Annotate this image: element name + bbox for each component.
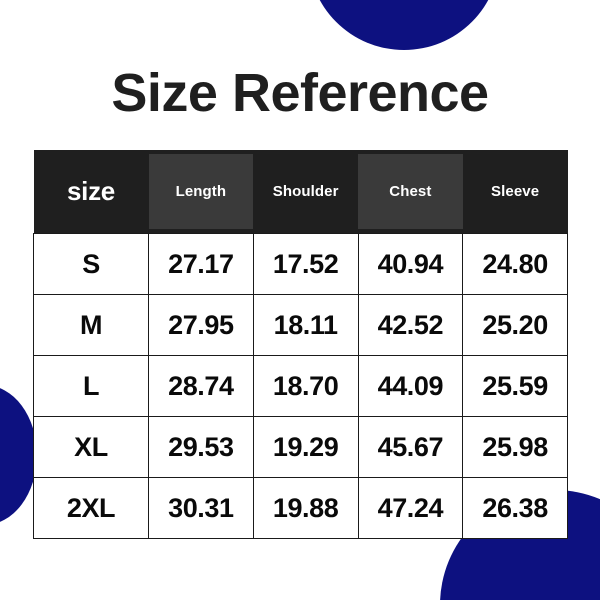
size-table: size Length Shoulder Chest Sleeve (33, 150, 568, 539)
cell-sleeve: 25.20 (462, 294, 568, 356)
cell-chest: 44.09 (357, 355, 464, 417)
column-header-length-label: Length (148, 154, 254, 229)
page-title: Size Reference (111, 63, 489, 123)
cell-size: S (33, 233, 149, 295)
column-header-length: Length (148, 150, 254, 234)
cell-chest: 40.94 (357, 233, 464, 295)
size-reference-table: size Length Shoulder Chest Sleeve (33, 150, 568, 539)
cell-chest: 42.52 (357, 294, 464, 356)
table-row: S 27.17 17.52 40.94 24.80 (33, 233, 568, 295)
cell-length: 27.17 (148, 233, 254, 295)
column-header-size: size (33, 150, 149, 234)
decorative-circle-left (0, 385, 37, 525)
cell-length: 28.74 (148, 355, 254, 417)
cell-sleeve: 24.80 (462, 233, 568, 295)
column-header-shoulder-label: Shoulder (272, 183, 339, 200)
cell-length: 30.31 (148, 477, 254, 539)
decorative-circle-top (308, 0, 500, 50)
cell-sleeve: 25.98 (462, 416, 568, 478)
cell-length: 27.95 (148, 294, 254, 356)
column-header-shoulder: Shoulder (253, 150, 358, 234)
cell-size: XL (33, 416, 149, 478)
table-row: 2XL 30.31 19.88 47.24 26.38 (33, 477, 568, 539)
cell-sleeve: 26.38 (462, 477, 568, 539)
column-header-sleeve-label: Sleeve (491, 183, 540, 200)
table-body: S 27.17 17.52 40.94 24.80 M 27.95 18.11 … (33, 233, 568, 539)
cell-length: 29.53 (148, 416, 254, 478)
cell-chest: 47.24 (357, 477, 464, 539)
table-row: M 27.95 18.11 42.52 25.20 (33, 294, 568, 356)
cell-shoulder: 18.70 (252, 355, 359, 417)
column-header-sleeve: Sleeve (462, 150, 568, 234)
table-header-row: size Length Shoulder Chest Sleeve (33, 150, 568, 234)
table-row: L 28.74 18.70 44.09 25.59 (33, 355, 568, 417)
cell-shoulder: 19.88 (252, 477, 359, 539)
cell-size: M (33, 294, 149, 356)
cell-shoulder: 17.52 (252, 233, 359, 295)
cell-shoulder: 18.11 (252, 294, 359, 356)
table-header: size Length Shoulder Chest Sleeve (33, 150, 568, 234)
column-header-chest-label: Chest (358, 154, 463, 229)
cell-shoulder: 19.29 (252, 416, 359, 478)
cell-chest: 45.67 (357, 416, 464, 478)
cell-sleeve: 25.59 (462, 355, 568, 417)
table-row: XL 29.53 19.29 45.67 25.98 (33, 416, 568, 478)
column-header-chest: Chest (358, 150, 463, 234)
cell-size: L (33, 355, 149, 417)
cell-size: 2XL (33, 477, 149, 539)
column-header-size-label: size (67, 176, 115, 206)
